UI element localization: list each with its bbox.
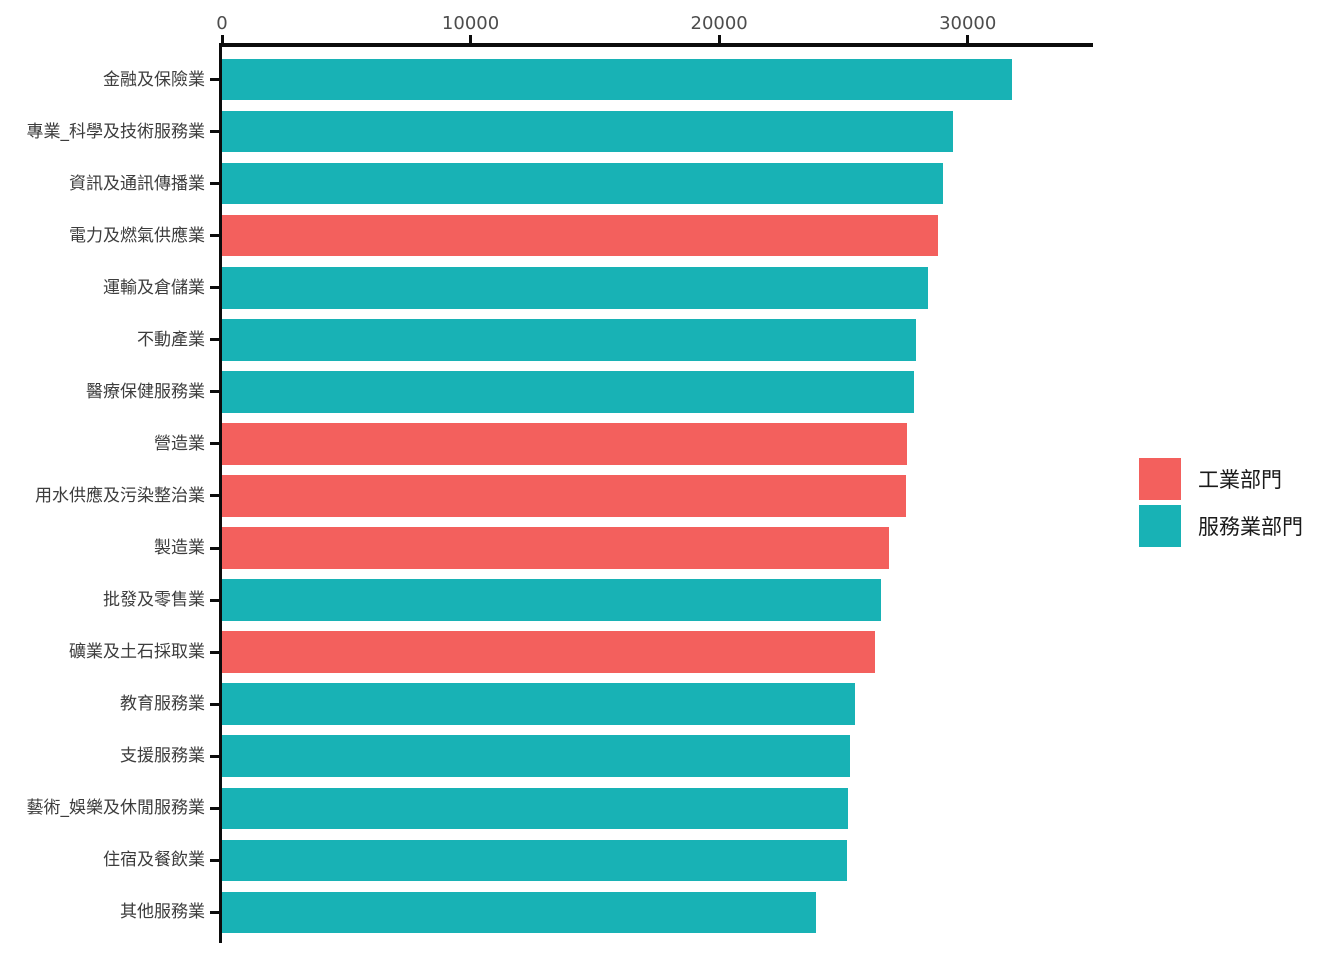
x-tick-label: 20000: [690, 13, 748, 34]
legend: 工業部門 服務業部門: [1139, 458, 1303, 547]
bar-不動產業: [222, 319, 916, 361]
bar-用水供應及污染整治業: [222, 475, 906, 517]
y-tick-mark: [210, 442, 219, 446]
category-label: 醫療保健服務業: [86, 381, 205, 402]
bar-醫療保健服務業: [222, 371, 915, 413]
bar-資訊及通訊傳播業: [222, 162, 943, 205]
category-label: 專業_科學及技術服務業: [26, 121, 206, 142]
bar-住宿及餐飲業: [222, 839, 848, 882]
y-tick-mark: [210, 546, 219, 550]
legend-swatch: [1139, 458, 1181, 500]
bar-製造業: [222, 527, 890, 569]
category-label: 不動產業: [137, 329, 205, 350]
category-label: 運輸及倉儲業: [103, 277, 205, 298]
y-tick-mark: [210, 598, 219, 602]
y-tick-mark: [210, 806, 219, 810]
bar-藝術_娛樂及休閒服務業: [222, 787, 849, 829]
legend-swatch: [1139, 505, 1181, 547]
category-label: 礦業及土石採取業: [69, 642, 205, 663]
category-label: 其他服務業: [120, 902, 205, 923]
bar-支援服務業: [222, 735, 851, 777]
legend-label: 服務業部門: [1198, 515, 1303, 539]
y-tick-mark: [210, 286, 219, 290]
legend-label: 工業部門: [1198, 468, 1282, 492]
category-label: 用水供應及污染整治業: [35, 485, 205, 506]
y-tick-mark: [210, 182, 219, 186]
y-tick-mark: [210, 234, 219, 238]
category-label: 住宿及餐飲業: [103, 850, 205, 871]
y-tick-mark: [210, 650, 219, 654]
x-tick-label: 10000: [441, 13, 500, 34]
category-label: 電力及燃氣供應業: [69, 225, 205, 246]
x-tick-mark: [717, 35, 721, 43]
category-label: 營造業: [154, 433, 205, 454]
bar-其他服務業: [222, 891, 817, 934]
y-tick-mark: [210, 754, 219, 758]
y-axis-line: [219, 43, 222, 943]
x-tick-label: 30000: [939, 13, 997, 34]
bar-礦業及土石採取業: [222, 631, 875, 673]
x-tick-mark: [966, 35, 970, 43]
y-tick-mark: [210, 858, 219, 862]
y-tick-mark: [210, 130, 219, 134]
y-tick-mark: [210, 338, 219, 342]
category-label: 藝術_娛樂及休閒服務業: [26, 798, 206, 819]
bar-專業_科學及技術服務業: [222, 110, 953, 153]
y-tick-mark: [210, 78, 219, 82]
category-label: 支援服務業: [120, 746, 205, 767]
category-label: 資訊及通訊傳播業: [69, 173, 205, 194]
bar-教育服務業: [222, 683, 855, 725]
y-tick-mark: [210, 910, 219, 914]
category-label: 批發及零售業: [103, 590, 205, 611]
y-tick-mark: [210, 390, 219, 394]
legend-item: 工業部門: [1139, 458, 1303, 500]
bar-金融及保險業: [222, 58, 1013, 101]
x-tick-mark: [469, 35, 473, 43]
y-tick-mark: [210, 494, 219, 498]
category-label: 金融及保險業: [103, 69, 205, 90]
legend-item: 服務業部門: [1139, 505, 1303, 547]
y-tick-mark: [210, 702, 219, 706]
x-axis-line: [219, 43, 1093, 47]
x-tick-label: 0: [216, 13, 228, 34]
bar-電力及燃氣供應業: [222, 214, 938, 257]
bar-運輸及倉儲業: [222, 267, 928, 309]
category-label: 教育服務業: [120, 694, 205, 715]
category-label: 製造業: [154, 538, 205, 558]
x-tick-mark: [220, 35, 224, 43]
bar-營造業: [222, 423, 907, 465]
bar-批發及零售業: [222, 579, 881, 621]
